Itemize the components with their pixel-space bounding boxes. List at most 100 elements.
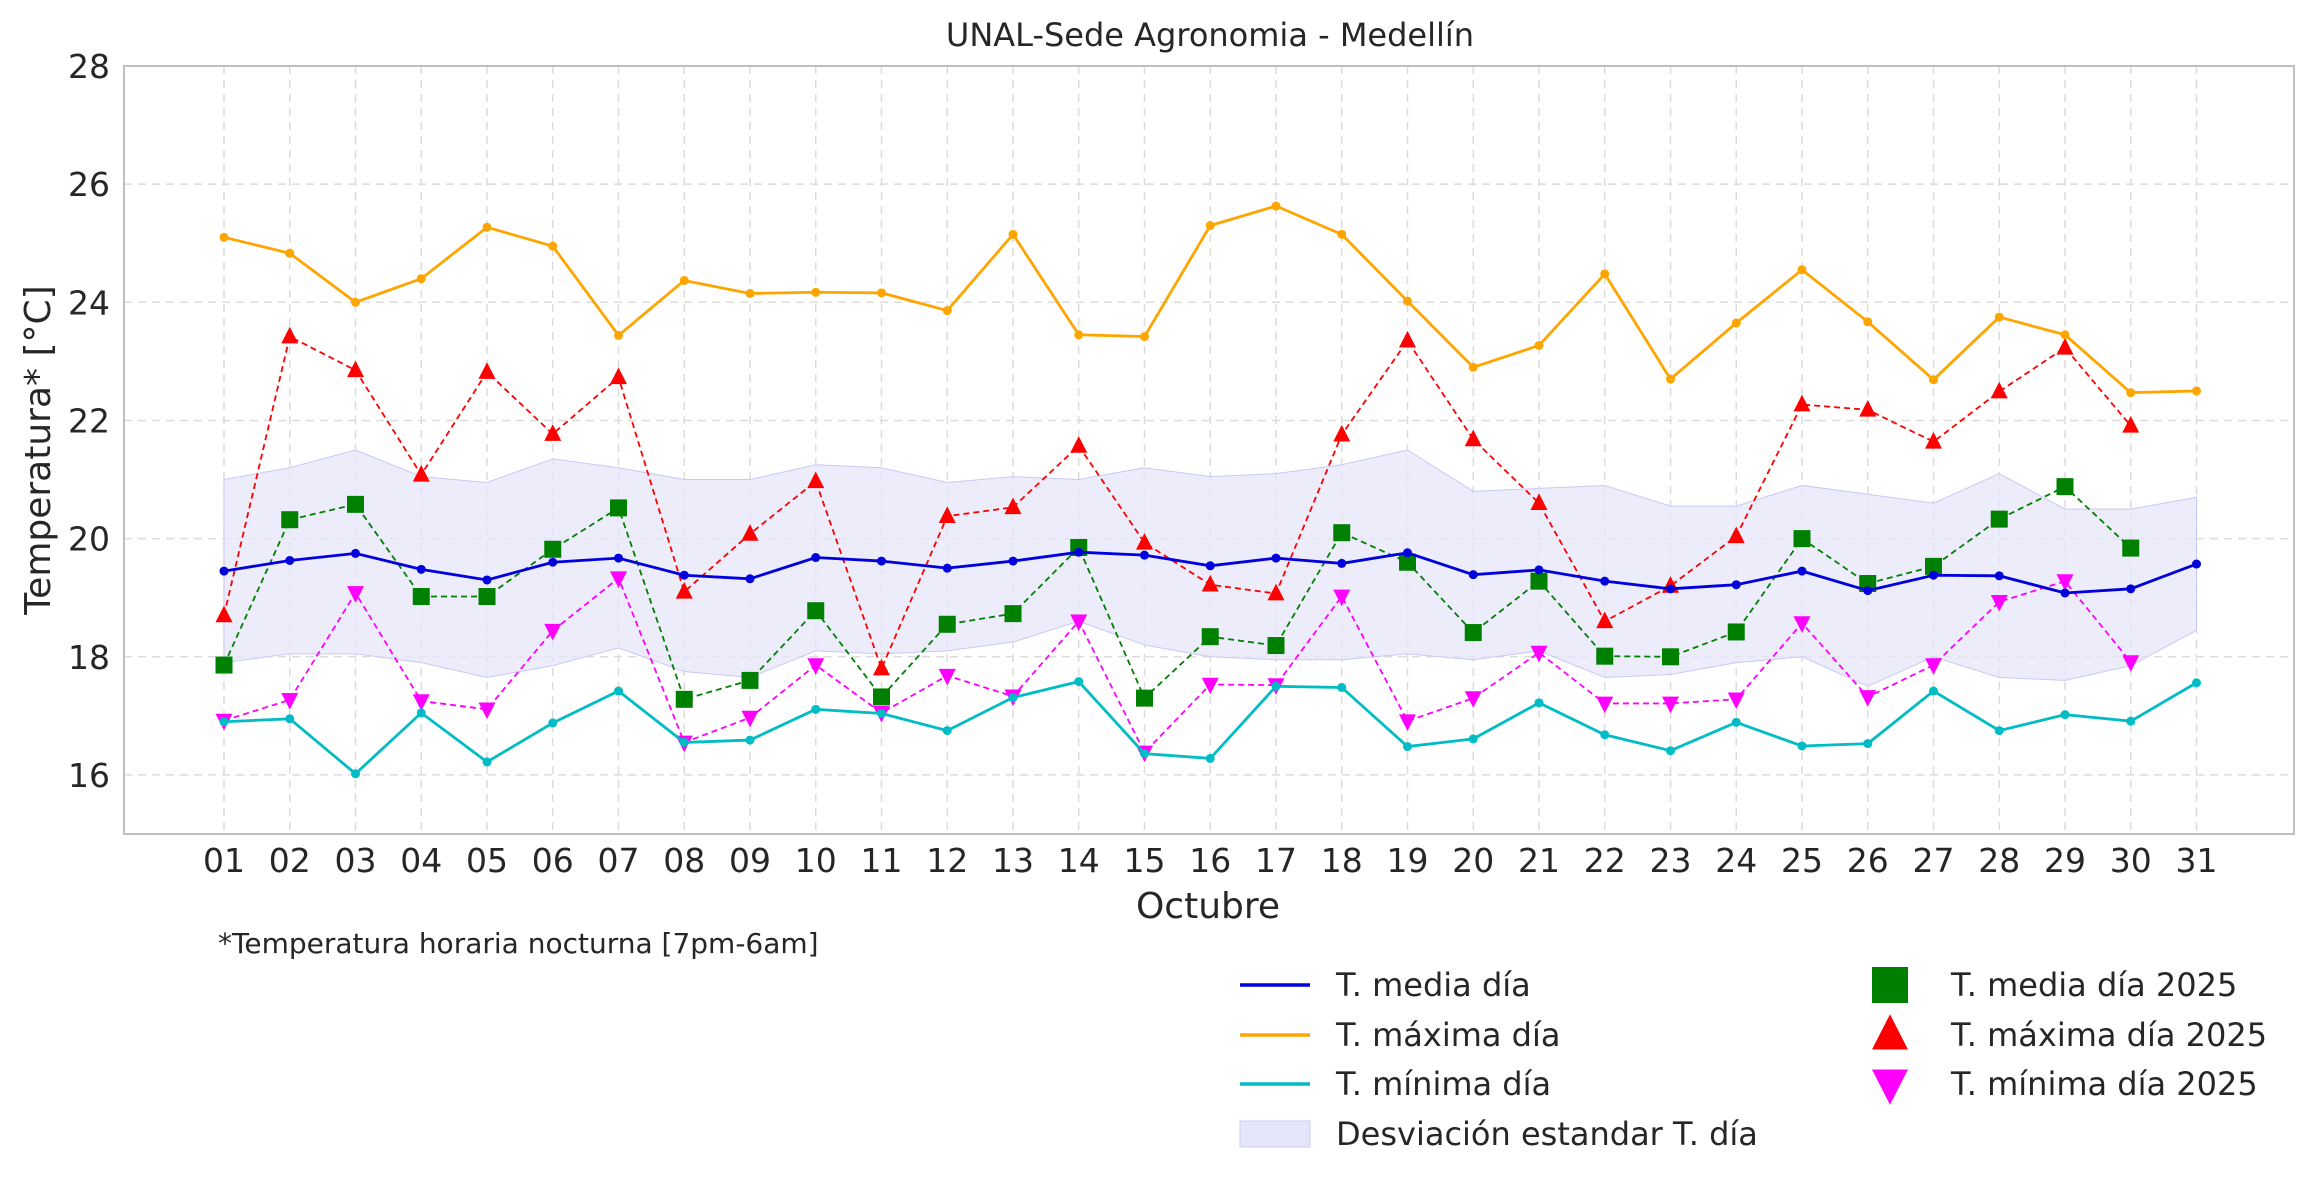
data-point xyxy=(1600,730,1610,740)
legend-entry: T. mínima día xyxy=(1240,1065,1551,1103)
data-point xyxy=(1337,682,1347,692)
data-point xyxy=(2060,330,2070,340)
data-point xyxy=(1929,375,1938,385)
data-point xyxy=(1205,753,1215,763)
data-point xyxy=(1530,645,1548,663)
data-point xyxy=(548,557,558,567)
data-point xyxy=(1863,317,1873,327)
data-point xyxy=(610,571,627,588)
legend-swatch xyxy=(1872,967,1908,1003)
data-point xyxy=(614,330,623,340)
data-point xyxy=(416,564,426,574)
x-tick-label: 14 xyxy=(1058,841,1100,880)
plot-area: 01 02 03 04 05 06 07 08 09 10 11 12 13 14 15 16 17 18 19 20… xyxy=(68,47,2295,880)
data-point xyxy=(1929,686,1938,696)
data-point xyxy=(1140,332,1149,342)
data-point xyxy=(675,582,693,599)
data-point xyxy=(877,708,886,718)
data-point xyxy=(1666,584,1675,594)
data-point xyxy=(347,586,364,603)
data-point xyxy=(1530,493,1548,511)
data-point xyxy=(1990,510,2008,528)
data-point xyxy=(1337,558,1347,568)
data-point xyxy=(1403,742,1412,752)
data-point xyxy=(2126,584,2136,594)
data-point xyxy=(1994,726,2004,736)
x-tick-label: 05 xyxy=(466,841,508,880)
data-point xyxy=(478,362,496,379)
data-point xyxy=(873,658,890,676)
x-tick-label: 20 xyxy=(1452,841,1494,880)
data-point xyxy=(1731,318,1741,328)
legend-entry: T. máxima día xyxy=(1240,1016,1560,1054)
x-tick-label: 10 xyxy=(795,841,837,880)
data-point xyxy=(1399,553,1416,571)
data-point xyxy=(281,693,299,710)
data-point xyxy=(1666,746,1675,756)
data-point xyxy=(1793,616,1811,633)
data-point xyxy=(1074,547,1084,557)
data-point xyxy=(1600,269,1610,279)
x-tick-label: 30 xyxy=(2110,841,2152,880)
x-tick-label: 29 xyxy=(2044,841,2086,880)
series-t-media-d-a-2025 xyxy=(215,478,2140,708)
x-axis-label: Octubre xyxy=(1136,886,1280,927)
data-point xyxy=(1070,436,1088,453)
legend-entry: T. máxima día 2025 xyxy=(1872,1014,2267,1054)
data-point xyxy=(482,222,492,232)
data-point xyxy=(548,241,558,251)
data-point xyxy=(811,553,821,563)
data-point xyxy=(1004,497,1022,515)
data-point xyxy=(1004,605,1022,623)
legend-swatch xyxy=(1239,1120,1311,1148)
x-tick-label: 11 xyxy=(861,841,903,880)
data-point xyxy=(1271,681,1281,691)
data-point xyxy=(745,288,755,298)
data-point xyxy=(1727,623,1745,641)
data-point xyxy=(215,656,233,674)
legend-label: T. máxima día xyxy=(1335,1016,1560,1054)
data-point xyxy=(741,524,759,541)
x-tick-label: 07 xyxy=(598,841,640,880)
legend-swatch xyxy=(1872,1014,1908,1050)
data-point xyxy=(610,367,627,385)
data-point xyxy=(285,714,295,724)
legend-label: T. mínima día xyxy=(1335,1065,1551,1103)
data-point xyxy=(1468,734,1478,744)
y-tick-label: 28 xyxy=(68,47,110,86)
data-point xyxy=(942,726,952,736)
data-point xyxy=(675,690,693,708)
data-point xyxy=(1925,658,1942,675)
data-point xyxy=(1797,566,1807,576)
y-tick-label: 18 xyxy=(68,638,110,677)
data-point xyxy=(478,588,496,606)
data-point xyxy=(2126,716,2136,726)
series-line xyxy=(223,485,2132,701)
data-point xyxy=(741,710,759,728)
data-point xyxy=(1008,229,1018,239)
data-point xyxy=(745,574,755,584)
data-point xyxy=(285,248,295,258)
data-point xyxy=(877,288,886,298)
y-tick-label: 24 xyxy=(68,283,110,322)
x-tick-label: 31 xyxy=(2176,841,2218,880)
data-point xyxy=(219,232,229,242)
legend-label: T. media día xyxy=(1335,966,1531,1004)
chart-title: UNAL-Sede Agronomia - Medellín xyxy=(946,16,1474,54)
data-point xyxy=(1008,693,1018,703)
data-point xyxy=(1464,429,1482,447)
data-point xyxy=(1534,340,1544,350)
data-point xyxy=(2126,388,2136,398)
x-tick-label: 04 xyxy=(400,841,442,880)
data-point xyxy=(1008,556,1018,566)
data-point xyxy=(2122,655,2140,672)
data-point xyxy=(1929,570,1938,580)
series-t-m-xima-d-a xyxy=(219,201,2201,398)
data-point xyxy=(412,694,430,711)
legend-entry: T. media día 2025 xyxy=(1872,966,2237,1004)
data-point xyxy=(1074,330,1084,340)
legend-label: T. media día 2025 xyxy=(1950,966,2237,1004)
data-point xyxy=(679,275,689,285)
data-point xyxy=(1267,583,1285,601)
